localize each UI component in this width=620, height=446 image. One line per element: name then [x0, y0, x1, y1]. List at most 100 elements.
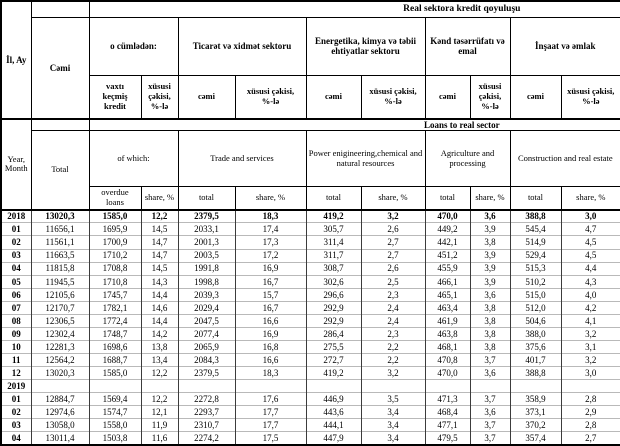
table-cell: 510,2 — [509, 274, 562, 289]
table-cell: 3,2 — [560, 326, 620, 341]
table-cell: 311,7 — [305, 248, 362, 263]
en-group-row: Total of which: Trade and services Power… — [1, 130, 620, 211]
table-cell: 2310,7 — [177, 418, 236, 432]
az-table-title: Real sektora kredit qoyuluşu — [88, 0, 620, 18]
table-cell: 12170,7 — [30, 300, 90, 315]
table-cell: 471,3 — [424, 392, 471, 406]
table-cell: 401,7 — [509, 353, 562, 367]
en-sub-row: overdue loans share, % total share, % to… — [1, 186, 620, 211]
table-cell: 2,7 — [360, 248, 426, 263]
row-label: 08 — [1, 313, 32, 328]
table-cell: 11815,8 — [30, 261, 90, 276]
table-cell: 14,7 — [140, 235, 179, 250]
table-cell: 305,7 — [305, 222, 362, 236]
group-header-agri-az: Kənd təsərrüfatı və emal — [424, 16, 511, 76]
table-row: 2019 — [1, 379, 620, 393]
table-cell — [30, 379, 90, 393]
az-group-row: Cəmi o cümlədən: Ticarət və xidmət sekto… — [1, 16, 620, 120]
table-cell: 11,6 — [140, 431, 179, 445]
table-cell: 2039,3 — [177, 287, 236, 302]
table-cell — [424, 379, 471, 393]
table-cell: 16,9 — [234, 326, 307, 341]
table-cell: 1708,8 — [88, 261, 142, 276]
table-cell: 3,2 — [360, 208, 426, 223]
table-cell: 11561,1 — [30, 235, 90, 250]
table-cell: 2,7 — [560, 431, 620, 445]
group-header-of-which-en: of which: — [88, 130, 179, 188]
table-cell: 14,3 — [140, 274, 179, 289]
table-cell: 2,9 — [560, 405, 620, 419]
en-title-spacer — [30, 118, 90, 132]
table-cell: 11656,1 — [30, 222, 90, 236]
table-cell: 16,6 — [234, 313, 307, 328]
table-row: 08 12306,5 1772,4 14,4 2047,5 16,6 292,9 2,4 461… — [1, 313, 620, 328]
table-cell: 1585,0 — [88, 366, 142, 380]
table-cell: 4,3 — [560, 274, 620, 289]
table-cell: 2,6 — [360, 261, 426, 276]
table-cell: 1503,8 — [88, 431, 142, 445]
table-cell: 1710,2 — [88, 248, 142, 263]
table-row: 02 11561,1 1700,9 14,7 2001,3 17,3 311,4 2,7 442… — [1, 235, 620, 250]
table-cell: 466,1 — [424, 274, 471, 289]
table-cell: 512,0 — [509, 300, 562, 315]
table-cell: 419,2 — [305, 366, 362, 380]
row-label: 07 — [1, 300, 32, 315]
table-cell: 468,4 — [424, 405, 471, 419]
table-cell: 1695,9 — [88, 222, 142, 236]
table-cell: 3,8 — [469, 300, 511, 315]
table-cell — [560, 379, 620, 393]
table-cell: 2,2 — [360, 353, 426, 367]
table-cell: 296,6 — [305, 287, 362, 302]
row-label: 09 — [1, 326, 32, 341]
table-cell: 12884,7 — [30, 392, 90, 406]
table-cell: 16,6 — [234, 353, 307, 367]
sub-header-total-construction-en: total — [509, 186, 562, 211]
table-cell: 4,7 — [560, 222, 620, 236]
table-cell: 311,4 — [305, 235, 362, 250]
sub-header-total-agri-az: cəmi — [424, 74, 471, 120]
table-cell: 2,6 — [360, 222, 426, 236]
row-label: 12 — [1, 366, 32, 380]
table-cell: 12306,5 — [30, 313, 90, 328]
table-cell: 14,5 — [140, 261, 179, 276]
table-cell: 2,7 — [360, 235, 426, 250]
table-cell: 443,6 — [305, 405, 362, 419]
table-cell: 4,5 — [560, 248, 620, 263]
table-cell: 3,7 — [469, 431, 511, 445]
table-cell: 3,7 — [469, 353, 511, 367]
table-cell: 17,7 — [234, 418, 307, 432]
table-row: 02 12974,6 1574,7 12,1 2293,7 17,7 443,6 3,4 468… — [1, 405, 620, 419]
table-cell: 1698,6 — [88, 339, 142, 354]
table-cell: 1688,7 — [88, 353, 142, 367]
table-cell: 455,9 — [424, 261, 471, 276]
table-cell — [509, 379, 562, 393]
table-cell: 470,0 — [424, 366, 471, 380]
table-cell: 3,8 — [469, 339, 511, 354]
table-cell: 3,1 — [560, 339, 620, 354]
table-cell: 4,1 — [560, 313, 620, 328]
table-cell: 529,4 — [509, 248, 562, 263]
table-cell: 14,6 — [140, 300, 179, 315]
sub-header-total-construction-az: cəmi — [509, 74, 562, 120]
table-cell: 1998,8 — [177, 274, 236, 289]
group-header-trade-en: Trade and services — [177, 130, 307, 188]
sub-header-share-agri-en: share, % — [469, 186, 511, 211]
group-header-agri-en: Agriculture and processing — [424, 130, 511, 188]
table-row: 09 12302,4 1748,7 14,2 2077,4 16,9 286,4 2,3 463… — [1, 326, 620, 341]
table-cell: 13,4 — [140, 353, 179, 367]
col-header-year-month-az: İl, Ay — [0, 0, 32, 120]
sub-header-share-construction-az: xüsusi çəkisi, %-lə — [560, 74, 620, 120]
sub-header-share-energy-en: share, % — [360, 186, 426, 211]
table-cell: 375,6 — [509, 339, 562, 354]
table-cell: 11,9 — [140, 418, 179, 432]
sub-header-total-trade-en: total — [177, 186, 236, 211]
sub-header-share-energy-az: xüsusi çəkisi, %-lə — [360, 74, 426, 120]
table-cell: 17,6 — [234, 392, 307, 406]
table-cell: 2274,2 — [177, 431, 236, 445]
table-cell: 2293,7 — [177, 405, 236, 419]
table-cell: 2029,4 — [177, 300, 236, 315]
table-cell: 3,6 — [469, 208, 511, 223]
table-cell: 479,5 — [424, 431, 471, 445]
